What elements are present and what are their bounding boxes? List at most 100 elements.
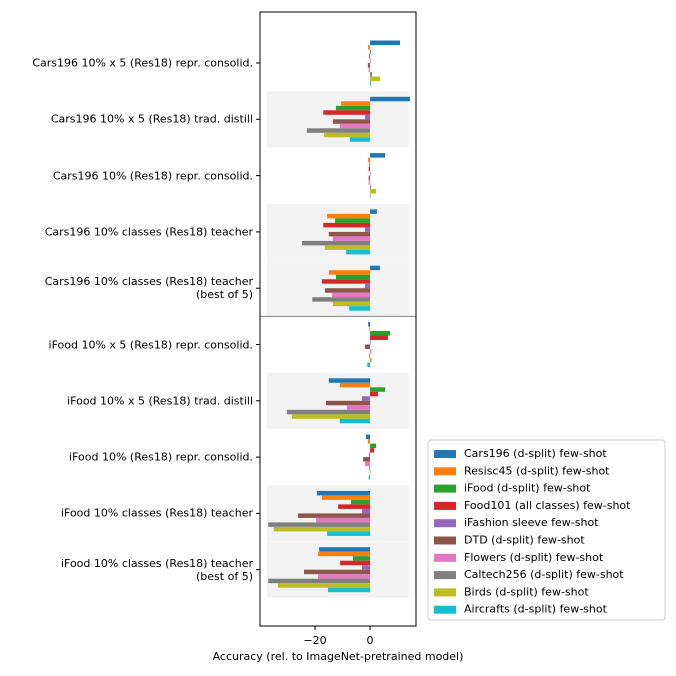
bar [327,213,371,219]
bar [332,301,371,307]
bar [368,322,371,327]
y-tick-label: iFood 10% classes (Res18) teacher (best … [60,556,253,583]
bar [368,157,371,163]
bar [268,578,371,584]
legend-swatch [434,450,456,458]
bar [332,292,371,298]
y-tick-label: Cars196 10% (Res18) repr. consolid. [52,169,253,183]
legend-swatch [434,588,456,597]
bar [340,560,371,566]
bar [370,58,371,63]
bar [370,189,377,194]
bar [370,40,401,45]
y-tick-label: iFood 10% x 5 (Res18) repr. consolid. [48,338,253,351]
bar [370,443,377,449]
bar [370,387,386,392]
bar [368,452,371,458]
bar [365,434,371,440]
bar [319,547,371,552]
bar [370,72,372,77]
bar [370,171,371,176]
legend-label: iFood (d-split) few-shot [464,482,591,495]
bar [368,166,371,172]
plot-frame [259,11,417,627]
bar [323,110,371,115]
bar [327,531,371,536]
bar [328,231,371,237]
bar [335,105,371,111]
y-tick-label: iFood 10% (Res18) repr. consolid. [69,450,253,464]
bar [321,279,371,284]
bar [316,517,371,523]
bar [370,391,379,397]
y-tick-label: iFood 10% classes (Res18) teacher [60,506,253,520]
bar [368,175,371,181]
legend-swatch [434,519,456,528]
bar [365,114,371,120]
bar [339,382,371,388]
bar [326,400,371,406]
bar [327,587,371,593]
bar [328,270,371,275]
bar [268,522,371,527]
bar [370,96,410,102]
y-tick-label: Cars196 10% x 5 (Res18) repr. consolid. [32,56,253,70]
bar [368,45,371,50]
bar [302,240,371,246]
bar [365,227,371,232]
bar [370,335,388,340]
bar [370,448,375,453]
legend-swatch [434,571,456,580]
y-tick-label: Cars196 10% classes (Res18) teacher [44,225,253,239]
y-tick-label: Cars196 10% classes (Res18) teacher (bes… [44,275,253,302]
bar [369,162,371,167]
bar [370,49,371,54]
legend-swatch [434,501,456,510]
bar [332,119,371,124]
bar [318,551,371,557]
bar [362,565,371,570]
y-tick-label: iFood 10% x 5 (Res18) trad. distill [67,394,253,408]
x-tick-label: −20 [303,634,326,647]
bar [370,358,372,363]
bar [368,180,371,185]
bar [370,193,371,199]
bar [362,396,371,401]
bar [273,526,371,532]
bar [370,331,391,336]
bar [369,466,371,471]
legend-label: Birds (d-split) few-shot [464,585,589,598]
bar [339,123,371,129]
bar [339,418,371,424]
legend-frame [427,439,666,621]
bar [328,378,371,383]
bar [304,569,371,575]
bar [370,153,386,158]
bar [370,349,372,354]
bar [362,508,371,514]
bar [316,490,371,496]
legend-label: Flowers (d-split) few-shot [464,551,604,564]
legend-swatch [434,536,456,545]
legend-swatch [434,484,456,493]
bar [346,249,371,255]
bar [363,457,371,462]
bar [306,128,371,133]
bar [324,132,371,138]
bar [365,461,371,467]
bar [370,184,371,190]
bar [277,583,371,588]
bar [370,470,371,476]
bar [370,81,372,86]
bar [349,306,371,311]
bar [365,283,371,289]
bar [367,439,371,444]
bar [321,495,371,500]
bar [346,405,371,410]
bar [341,101,371,106]
bar [370,265,380,271]
legend-label: Aircrafts (d-split) few-shot [464,603,608,616]
bar [367,63,371,68]
